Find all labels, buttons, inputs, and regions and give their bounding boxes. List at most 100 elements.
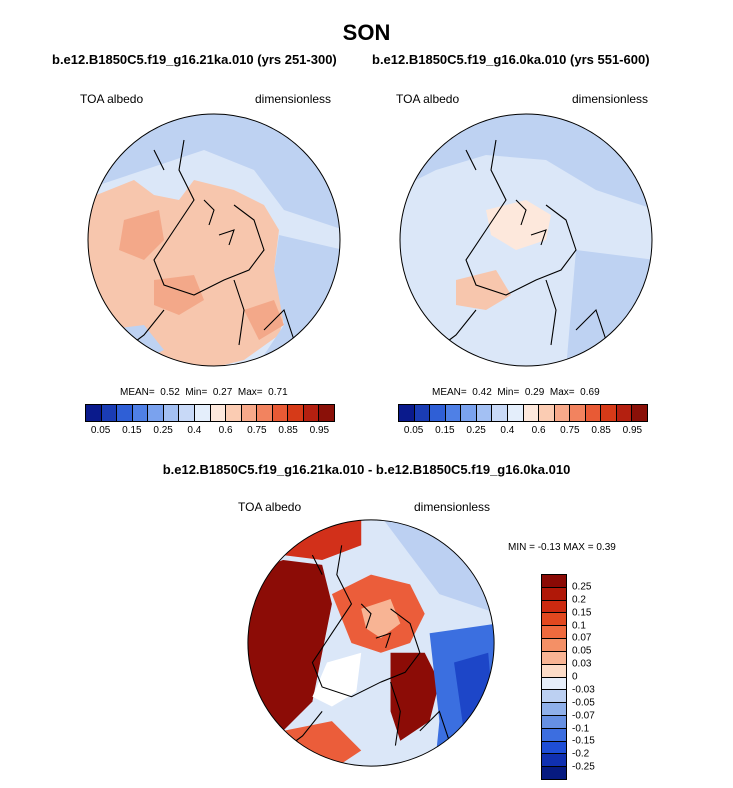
central-light-increase-region — [361, 599, 401, 639]
colorbar-tick-label: 0.85 — [591, 425, 611, 436]
panel-1-title: b.e12.B1850C5.f19_g16.21ka.010 (yrs 251-… — [52, 52, 337, 67]
colorbar-swatch — [492, 405, 508, 421]
panel-2-stats: MEAN= 0.42 Min= 0.29 Max= 0.69 — [432, 387, 600, 398]
panel-1-polar-map — [87, 113, 341, 367]
colorbar-swatch — [132, 405, 149, 421]
colorbar-tick-label: -0.05 — [572, 697, 595, 709]
colorbar-swatch — [461, 405, 477, 421]
coastlines — [435, 139, 607, 361]
colorbar-swatch — [430, 405, 446, 421]
panel-1-colorbar — [85, 404, 335, 422]
colorbar-tick-label: 0.05 — [403, 425, 424, 436]
colorbar-swatch — [542, 677, 566, 691]
colorbar-tick-label: 0 — [572, 671, 578, 683]
colorbar-swatch — [101, 405, 118, 421]
panel-2-colorbar-ticks: 0.05 0.15 0.25 0.4 0.6 0.75 0.85 0.95 — [398, 425, 648, 437]
colorbar-swatch — [523, 405, 540, 421]
colorbar-tick-label: 0.6 — [218, 425, 233, 436]
land-high-albedo-west — [119, 210, 164, 260]
colorbar-tick-label: 0.07 — [572, 632, 592, 644]
colorbar-swatch — [241, 405, 258, 421]
colorbar-swatch — [319, 405, 334, 421]
colorbar-swatch — [542, 703, 566, 716]
colorbar-swatch — [399, 405, 415, 421]
difference-title: b.e12.B1850C5.f19_g16.21ka.010 - b.e12.B… — [162, 462, 571, 477]
panel-1-units-label: dimensionless — [255, 92, 332, 106]
north-ocean-region — [88, 114, 340, 230]
land-high-albedo-south — [154, 275, 204, 315]
difference-colorbar-ticks: 0.25 0.2 0.15 0.1 0.07 0.05 0.03 0 -0.03 -0.05 -0.… — [572, 574, 622, 780]
coastlines — [282, 545, 450, 761]
colorbar-swatch — [601, 405, 617, 421]
colorbar-tick-label: 0.85 — [278, 425, 298, 436]
south-pale-region — [312, 652, 362, 707]
central-pale-region — [486, 200, 551, 250]
colorbar-tick-label: 0.95 — [309, 425, 330, 436]
colorbar-swatch — [542, 587, 566, 601]
colorbar-tick-label: 0.25 — [466, 425, 486, 436]
difference-minmax: MIN = -0.13 MAX = 0.39 — [508, 542, 616, 553]
colorbar-swatch — [210, 405, 227, 421]
colorbar-swatch — [86, 405, 102, 421]
colorbar-swatch — [476, 405, 493, 421]
colorbar-tick-label: 0.75 — [560, 425, 580, 436]
difference-colorbar — [541, 574, 567, 780]
colorbar-swatch — [257, 405, 273, 421]
colorbar-tick-label: 0.25 — [572, 581, 592, 593]
difference-units-label: dimensionless — [414, 500, 491, 514]
colorbar-tick-label: -0.2 — [572, 748, 590, 760]
colorbar-tick-label: 0.05 — [90, 425, 111, 436]
panel-2-colorbar — [398, 404, 648, 422]
colorbar-swatch — [542, 728, 566, 742]
panel-2-units-label: dimensionless — [572, 92, 649, 106]
colorbar-tick-label: -0.03 — [572, 684, 595, 696]
colorbar-tick-label: -0.15 — [572, 735, 595, 747]
colorbar-swatch — [539, 405, 555, 421]
panel-2-variable-label: TOA albedo — [396, 92, 460, 106]
colorbar-swatch — [570, 405, 586, 421]
colorbar-swatch — [542, 664, 566, 678]
colorbar-swatch — [542, 767, 566, 779]
colorbar-swatch — [414, 405, 431, 421]
colorbar-swatch — [194, 405, 211, 421]
panel-2-polar-map — [399, 113, 653, 367]
colorbar-tick-label: 0.15 — [435, 425, 455, 436]
colorbar-swatch — [585, 405, 602, 421]
colorbar-tick-label: 0.05 — [572, 645, 592, 657]
colorbar-tick-label: -0.1 — [572, 723, 590, 734]
colorbar-swatch — [148, 405, 164, 421]
colorbar-tick-label: 0.4 — [187, 425, 202, 436]
panel-2-title: b.e12.B1850C5.f19_g16.0ka.010 (yrs 551-6… — [372, 52, 650, 67]
colorbar-tick-label: 0.95 — [622, 425, 643, 436]
panel-1-colorbar-ticks: 0.05 0.15 0.25 0.4 0.6 0.75 0.85 0.95 — [85, 425, 335, 437]
colorbar-swatch — [542, 754, 566, 768]
colorbar-swatch — [542, 639, 566, 652]
colorbar-tick-label: 0.1 — [572, 620, 586, 631]
map-border — [87, 113, 341, 367]
colorbar-swatch — [542, 715, 566, 729]
colorbar-tick-label: 0.15 — [572, 607, 592, 619]
colorbar-swatch — [542, 690, 566, 704]
colorbar-tick-label: 0.6 — [531, 425, 546, 436]
east-high-difference-region — [390, 652, 440, 741]
colorbar-tick-label: -0.07 — [572, 710, 595, 722]
colorbar-swatch — [117, 405, 133, 421]
colorbar-swatch — [542, 741, 566, 755]
colorbar-swatch — [507, 405, 524, 421]
colorbar-swatch — [542, 600, 566, 614]
difference-polar-map — [247, 519, 495, 767]
colorbar-tick-label: 0.03 — [572, 658, 592, 670]
colorbar-swatch — [445, 405, 462, 421]
coastlines — [123, 139, 295, 361]
main-title: SON — [342, 20, 391, 45]
colorbar-tick-label: 0.75 — [247, 425, 267, 436]
colorbar-swatch — [542, 651, 566, 665]
colorbar-swatch — [226, 405, 242, 421]
colorbar-swatch — [554, 405, 571, 421]
colorbar-swatch — [272, 405, 289, 421]
colorbar-tick-label: 0.4 — [500, 425, 515, 436]
land-high-albedo-east — [244, 300, 284, 340]
colorbar-swatch — [288, 405, 304, 421]
east-ocean-region — [566, 250, 652, 366]
colorbar-swatch — [542, 575, 566, 588]
